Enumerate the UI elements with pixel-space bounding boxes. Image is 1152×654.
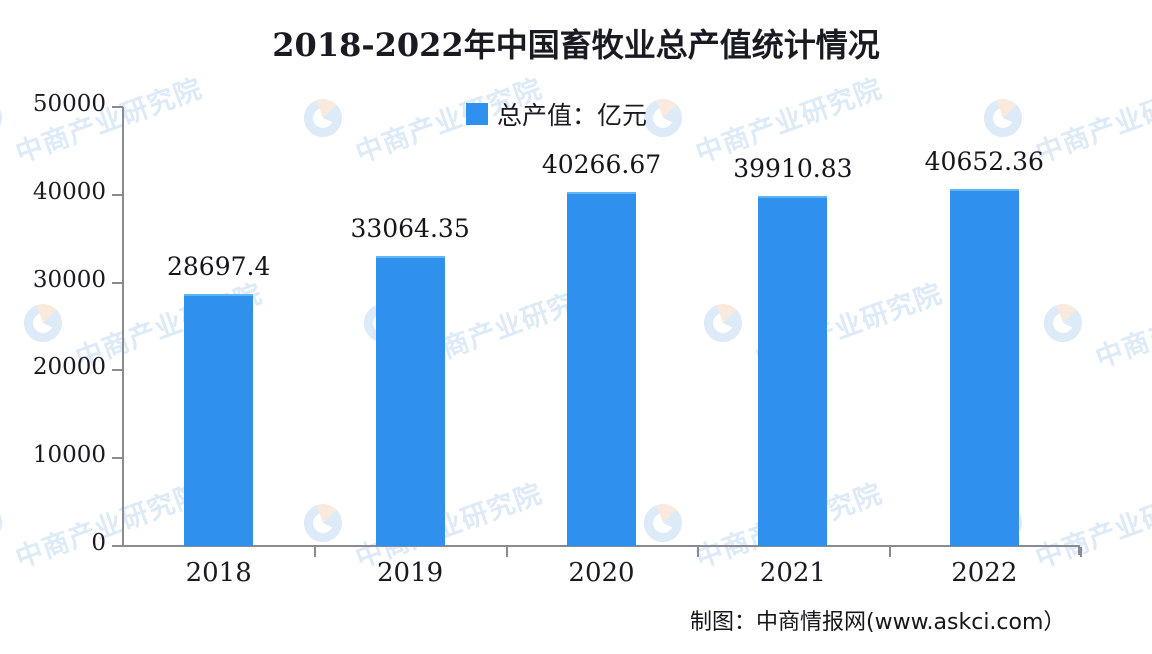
chart-title: 2018-2022年中国畜牧业总产值统计情况: [272, 26, 880, 64]
y-axis-tick-label: 30000: [32, 266, 106, 293]
x-axis-tick-label: 2022: [951, 558, 1018, 588]
bar-value-label: 40652.36: [924, 147, 1044, 177]
y-axis-tick: [112, 457, 123, 460]
y-axis-tick: [112, 281, 123, 284]
x-axis-tick: [889, 547, 891, 557]
x-axis-tick-label: 2020: [568, 558, 635, 588]
y-axis-tick-label: 0: [91, 530, 106, 556]
y-axis-tick: [112, 106, 123, 108]
legend-label: 总产值：亿元: [497, 101, 648, 130]
y-axis-tick: [112, 369, 123, 372]
x-axis-tick-label: 2019: [377, 558, 444, 588]
y-axis-tick: [112, 545, 123, 547]
bar-value-label: 28697.4: [166, 252, 271, 282]
bar-value-label: 40266.67: [541, 150, 662, 180]
x-axis-tick-label: 2021: [759, 558, 826, 588]
x-axis-tick: [314, 547, 316, 557]
bar[interactable]: [567, 192, 636, 546]
x-axis-line: [122, 545, 1080, 547]
y-axis-tick-label: 50000: [32, 91, 106, 117]
x-axis-tick-label: 2018: [185, 558, 252, 588]
bar[interactable]: [758, 195, 828, 546]
y-axis-tick: [112, 193, 123, 196]
bar[interactable]: [184, 294, 254, 546]
y-axis-tick-label: 20000: [32, 354, 106, 381]
x-axis-tick: [506, 547, 508, 557]
bar-value-label: 39910.83: [733, 153, 853, 183]
chart-legend: 总产值：亿元: [466, 96, 647, 132]
x-axis-tick: [1080, 547, 1082, 557]
bar[interactable]: [949, 189, 1019, 546]
y-axis-tick-label: 10000: [32, 442, 106, 469]
bar-value-label: 33064.35: [350, 213, 470, 243]
y-axis-line: [122, 107, 124, 547]
x-axis-end-tick: [1078, 545, 1080, 555]
legend-swatch-icon: [466, 103, 488, 125]
x-axis-tick: [697, 547, 699, 557]
bar[interactable]: [375, 255, 445, 546]
y-axis-tick-label: 40000: [32, 178, 106, 205]
footer-credit: 制图：中商情报网(www.askci.com）: [690, 610, 1066, 635]
